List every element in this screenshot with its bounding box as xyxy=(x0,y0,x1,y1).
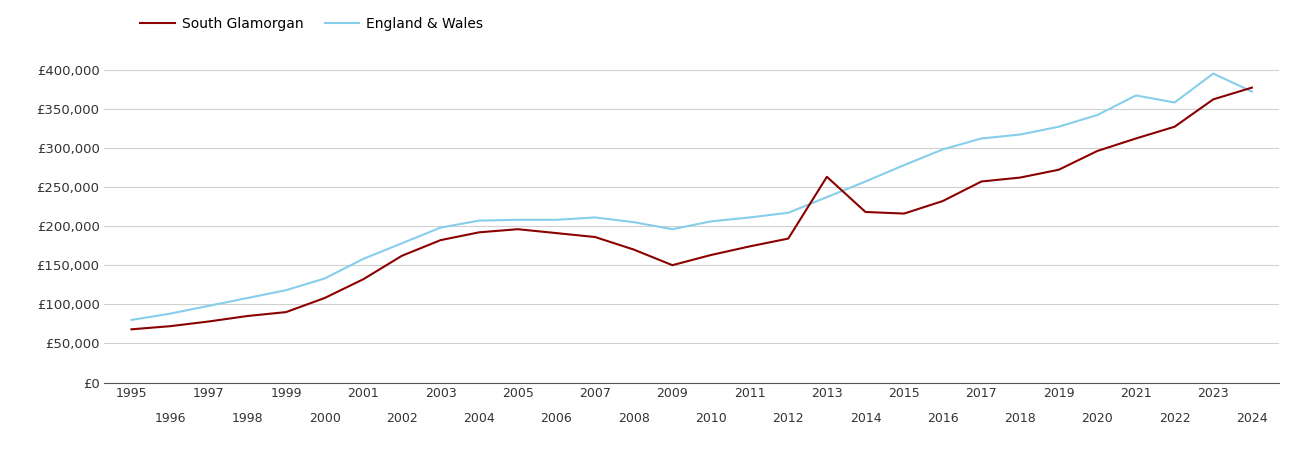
Legend: South Glamorgan, England & Wales: South Glamorgan, England & Wales xyxy=(134,12,489,37)
